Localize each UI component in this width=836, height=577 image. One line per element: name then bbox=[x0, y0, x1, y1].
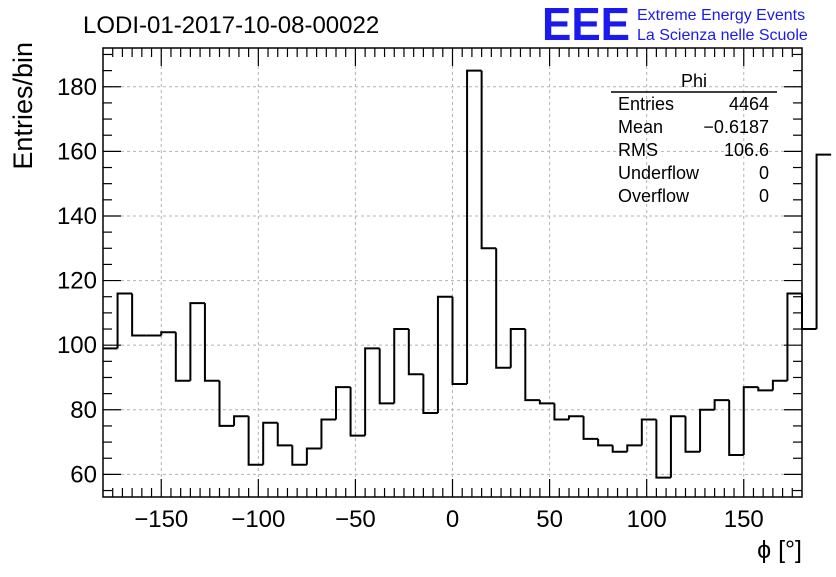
histogram-bin-2 bbox=[131, 293, 147, 337]
x-tick-label-1: −100 bbox=[231, 506, 285, 533]
plot-frame bbox=[102, 47, 803, 498]
histogram-bin-23 bbox=[436, 295, 453, 414]
histogram-bin-7 bbox=[203, 303, 220, 382]
x-tick-label-5: 100 bbox=[627, 506, 667, 533]
stats-value-3: 0 bbox=[759, 163, 769, 183]
y-tick-label-2: 100 bbox=[57, 332, 97, 359]
histogram-bin-31 bbox=[553, 403, 569, 421]
stats-label-4: Overflow bbox=[618, 186, 690, 206]
histogram-bin-33 bbox=[582, 416, 599, 440]
logo-caption-line2: La Scienza nelle Scuole bbox=[637, 27, 808, 44]
histogram-bin-17 bbox=[349, 387, 366, 437]
y-tick-label-0: 60 bbox=[70, 461, 97, 488]
run-title: LODI-01-2017-10-08-00022 bbox=[83, 12, 379, 39]
histogram-bin-30 bbox=[538, 400, 555, 405]
x-tick-label-0: −150 bbox=[134, 506, 188, 533]
logo-caption-line1: Extreme Energy Events bbox=[637, 7, 805, 24]
histogram-bin-18 bbox=[364, 347, 380, 436]
histogram-bin-28 bbox=[509, 328, 526, 368]
histogram-bin-32 bbox=[568, 415, 584, 420]
histogram-bin-8 bbox=[218, 380, 235, 427]
stats-value-4: 0 bbox=[759, 186, 769, 206]
grid bbox=[103, 48, 802, 497]
histogram-bin-37 bbox=[640, 418, 657, 446]
y-tick-label-4: 140 bbox=[57, 203, 97, 230]
histogram-bin-15 bbox=[320, 418, 336, 449]
histogram-bin-19 bbox=[378, 348, 395, 405]
stats-box: Phi Entries 4464 Mean −0.6187 RMS 106.6 Underf… bbox=[611, 71, 777, 206]
histogram-bin-11 bbox=[262, 421, 278, 465]
histogram-bin-22 bbox=[422, 374, 438, 415]
histogram-series bbox=[103, 69, 832, 479]
histogram-bin-48 bbox=[801, 293, 817, 331]
histogram-bin-12 bbox=[276, 422, 293, 447]
histogram-bin-29 bbox=[524, 329, 540, 402]
histogram-bin-40 bbox=[684, 416, 701, 453]
histogram-bin-24 bbox=[451, 296, 468, 385]
y-tick-label-6: 180 bbox=[57, 74, 97, 101]
stats-value-1: −0.6187 bbox=[703, 117, 769, 137]
histogram-bin-41 bbox=[699, 408, 715, 452]
histogram-bin-49 bbox=[815, 153, 832, 330]
histogram-bin-44 bbox=[742, 386, 759, 456]
histogram-bin-34 bbox=[597, 438, 613, 447]
histogram-bin-39 bbox=[669, 415, 686, 478]
histogram-bin-45 bbox=[757, 387, 773, 392]
histogram-bin-25 bbox=[466, 69, 482, 384]
stats-label-2: RMS bbox=[618, 140, 658, 160]
histogram-bin-9 bbox=[233, 415, 249, 426]
y-tick-label-5: 160 bbox=[57, 138, 97, 165]
histogram-bin-27 bbox=[495, 248, 511, 369]
y-axis-label: Entries/bin bbox=[8, 42, 38, 170]
histogram-bin-4 bbox=[160, 331, 176, 336]
eee-logo: EEE bbox=[542, 0, 630, 50]
histogram-bin-47 bbox=[786, 292, 802, 381]
y-tick-label-1: 80 bbox=[70, 397, 97, 424]
stats-label-1: Mean bbox=[618, 117, 663, 137]
histogram-bin-20 bbox=[393, 328, 409, 404]
histogram-bin-14 bbox=[305, 447, 322, 465]
x-tick-label-2: −50 bbox=[335, 506, 376, 533]
histogram-bin-43 bbox=[728, 400, 744, 457]
stats-value-2: 106.6 bbox=[724, 140, 769, 160]
stats-label-3: Underflow bbox=[618, 163, 700, 183]
axis-ticks bbox=[103, 48, 802, 497]
stats-value-0: 4464 bbox=[729, 94, 769, 114]
histogram-bin-38 bbox=[655, 419, 671, 479]
histogram-bin-36 bbox=[626, 444, 642, 452]
histogram-bin-13 bbox=[291, 445, 307, 466]
x-tick-label-6: 150 bbox=[724, 506, 764, 533]
tick-labels: −150 −100 −50 0 50 100 150 60 80 100 120 140 160 180 bbox=[57, 74, 764, 533]
histogram-bin-6 bbox=[189, 302, 205, 381]
histogram-bin-10 bbox=[247, 416, 264, 466]
histogram-bin-5 bbox=[174, 332, 191, 382]
x-tick-label-4: 50 bbox=[536, 506, 563, 533]
histogram-bin-46 bbox=[771, 379, 788, 391]
histogram-bin-1 bbox=[116, 292, 133, 349]
histogram-bin-26 bbox=[480, 70, 497, 250]
histogram-bin-16 bbox=[335, 386, 351, 420]
histogram-bin-21 bbox=[407, 329, 424, 376]
y-tick-label-3: 120 bbox=[57, 268, 97, 295]
stats-rows: Entries 4464 Mean −0.6187 RMS 106.6 Underflow 0… bbox=[618, 94, 769, 206]
x-axis-label: ϕ [°] bbox=[757, 536, 802, 564]
histogram-bin-42 bbox=[713, 399, 730, 410]
histogram-bin-35 bbox=[611, 445, 628, 453]
x-tick-label-3: 0 bbox=[446, 506, 459, 533]
stats-box-name: Phi bbox=[681, 71, 707, 91]
stats-label-0: Entries bbox=[618, 94, 674, 114]
